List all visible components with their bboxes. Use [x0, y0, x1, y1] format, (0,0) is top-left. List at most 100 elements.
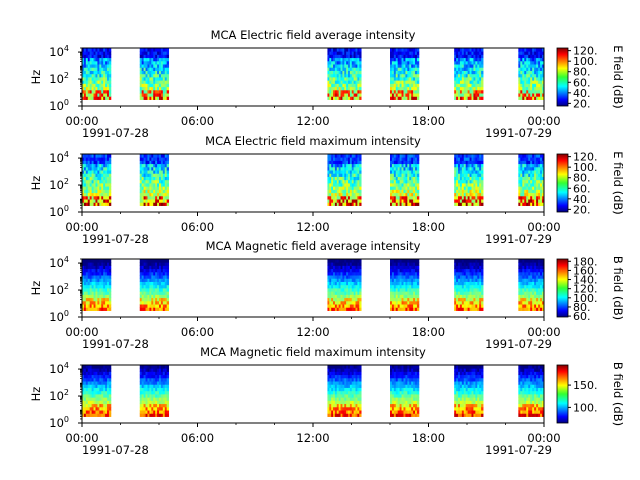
spectrogram-cell: [89, 93, 93, 97]
spectrogram-cell: [155, 163, 158, 168]
spectrogram-cell: [477, 265, 480, 270]
spectrogram-cell: [349, 163, 353, 168]
spectrogram-cell: [108, 86, 112, 91]
spectrogram-cell: [349, 199, 353, 203]
spectrogram-cell: [101, 54, 104, 59]
spectrogram-cell: [85, 400, 89, 405]
x-tick-label: 00:00: [65, 325, 98, 339]
spectrogram-cell: [336, 195, 340, 200]
spectrogram-cell: [479, 179, 482, 184]
spectrogram-cell: [393, 54, 397, 59]
spectrogram-cell: [536, 192, 539, 197]
spectrogram-cell: [160, 189, 164, 194]
spectrogram-cell: [91, 262, 94, 266]
spectrogram-cell: [101, 275, 104, 279]
spectrogram-cell: [353, 291, 356, 295]
spectrogram-cell: [473, 93, 476, 97]
spectrogram-cell: [101, 291, 104, 295]
spectrogram-cell: [82, 381, 85, 385]
spectrogram-cell: [334, 186, 338, 190]
spectrogram-cell: [82, 77, 85, 81]
spectrogram-cell: [390, 64, 393, 68]
spectrogram-cell: [157, 294, 160, 299]
spectrogram-cell: [336, 300, 340, 305]
spectrogram-cell: [518, 173, 521, 177]
spectrogram-cell: [542, 183, 545, 187]
spectrogram-cell: [162, 202, 166, 206]
spectrogram-cell: [344, 265, 347, 270]
spectrogram-cell: [530, 271, 533, 276]
spectrogram-cell: [145, 294, 148, 299]
spectrogram-cell: [82, 93, 85, 97]
spectrogram-cell: [403, 281, 406, 286]
spectrogram-cell: [520, 300, 523, 305]
spectrogram-cell: [467, 300, 470, 305]
spectrogram-cell: [355, 186, 358, 190]
spectrogram-cell: [149, 51, 152, 55]
spectrogram-cell: [333, 202, 336, 206]
spectrogram-cell: [536, 89, 539, 94]
spectrogram-cell: [475, 179, 478, 184]
spectrogram-cell: [416, 278, 420, 282]
spectrogram-cell: [397, 166, 401, 171]
spectrogram-cell: [349, 262, 353, 266]
spectrogram-cell: [97, 268, 100, 273]
spectrogram-cell: [344, 170, 347, 174]
spectrogram-cell: [401, 89, 404, 94]
spectrogram-cell: [401, 275, 404, 279]
spectrogram-cell: [139, 86, 143, 91]
spectrogram-cell: [95, 86, 98, 91]
spectrogram-cell: [456, 89, 459, 94]
spectrogram-cell: [538, 275, 541, 279]
x-date-start: 1991-07-28: [82, 126, 149, 140]
spectrogram-cell: [522, 297, 525, 302]
spectrogram-cell: [139, 195, 143, 200]
spectrogram-cell: [162, 291, 166, 295]
spectrogram-cell: [103, 195, 106, 200]
spectrogram-cell: [97, 192, 100, 197]
spectrogram-cell: [355, 291, 358, 295]
spectrogram-cell: [526, 57, 529, 62]
spectrogram-cell: [82, 281, 85, 286]
spectrogram-cell: [520, 160, 523, 165]
colorbar-tick-label: 120.: [573, 283, 598, 296]
spectrogram-cell: [97, 297, 100, 302]
spectrogram-cell: [481, 304, 484, 308]
spectrogram-cell: [532, 297, 535, 302]
spectrogram-cell: [340, 176, 343, 181]
spectrogram-cell: [143, 284, 146, 289]
spectrogram-cell: [340, 262, 343, 266]
spectrogram-cell: [153, 176, 156, 181]
spectrogram-cell: [409, 281, 412, 286]
spectrogram-cell: [143, 259, 146, 263]
spectrogram-cell: [540, 199, 543, 203]
spectrogram-cell: [520, 304, 523, 308]
spectrogram-cell: [349, 291, 353, 295]
spectrogram-cell: [459, 166, 463, 171]
spectrogram-cell: [456, 83, 459, 88]
y-tick-label: 100: [49, 204, 69, 219]
spectrogram-cell: [357, 160, 360, 165]
spectrogram-cell: [475, 67, 478, 71]
spectrogram-cell: [351, 259, 355, 263]
spectrogram-cell: [101, 410, 104, 414]
spectrogram-cell: [467, 176, 470, 181]
spectrogram-cell: [344, 67, 347, 71]
spectrogram-cell: [355, 265, 358, 270]
spectrogram-cell: [459, 60, 463, 65]
spectrogram-cell: [393, 278, 397, 282]
spectrogram-cell: [397, 186, 401, 190]
spectrogram-cell: [99, 57, 102, 62]
spectrogram-cell: [454, 284, 457, 289]
spectrogram-cell: [151, 284, 154, 289]
spectrogram-cell: [393, 77, 397, 81]
spectrogram-cell: [155, 96, 158, 100]
spectrogram-cell: [465, 259, 469, 263]
spectrogram-cell: [87, 390, 91, 395]
spectrogram-cell: [416, 265, 420, 270]
spectrogram-cell: [528, 294, 531, 299]
spectrogram-cell: [411, 86, 414, 91]
spectrogram-cell: [518, 60, 521, 65]
spectrogram-cell: [463, 294, 467, 299]
spectrogram-cell: [349, 189, 353, 194]
